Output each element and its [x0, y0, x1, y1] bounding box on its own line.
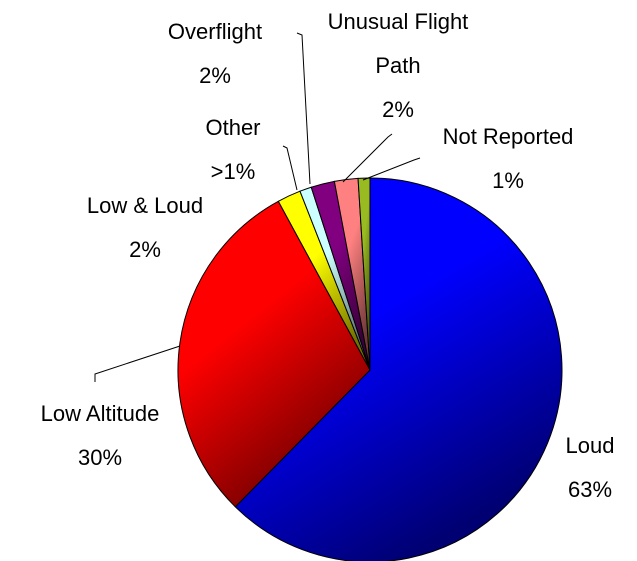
leader-line: [362, 157, 421, 181]
slice-label: Other >1%: [205, 106, 260, 194]
slice-value: 2%: [382, 97, 414, 122]
slice-label: Low Altitude 30%: [41, 392, 160, 480]
slice-name: Loud: [565, 433, 615, 458]
slice-value: 2%: [199, 63, 231, 88]
slice-label: Not Reported 1%: [443, 115, 574, 203]
slice-label: Overflight 2%: [168, 10, 262, 98]
slice-value: 30%: [77, 445, 123, 470]
slice-label: Loud 63%: [566, 424, 615, 512]
slice-name: Overflight: [167, 19, 263, 44]
slice-name: Low Altitude: [40, 401, 160, 426]
pie-slice: [357, 177, 371, 371]
pie-slice: [177, 200, 371, 508]
slice-value: 2%: [129, 237, 161, 262]
leader-lines: [94, 32, 421, 382]
leader-line: [296, 32, 311, 185]
leader-line: [282, 145, 298, 191]
slice-name: Not Reported: [442, 124, 574, 149]
slice-value: >1%: [210, 159, 256, 184]
slice-label: Low & Loud 2%: [87, 184, 203, 272]
slice-name: Other: [205, 115, 261, 140]
leader-line: [94, 345, 181, 382]
slice-name: Low & Loud: [86, 193, 204, 218]
slice-value: 63%: [567, 477, 613, 502]
slice-name: Unusual Flight Path: [327, 9, 469, 78]
pie-slice: [234, 177, 563, 561]
slice-value: 1%: [492, 168, 524, 193]
slice-label: Unusual Flight Path 2%: [313, 0, 483, 132]
leader-line: [342, 133, 393, 183]
